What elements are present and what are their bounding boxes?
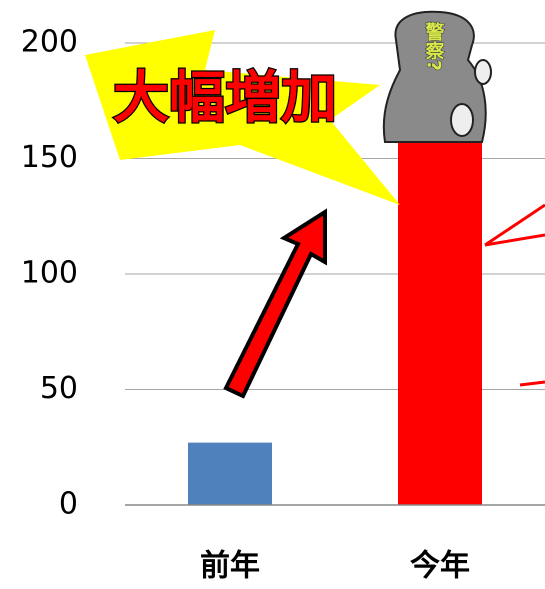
headline: 大幅増加 xyxy=(113,66,337,131)
y-tick-label: 150 xyxy=(21,140,78,175)
shout-lines xyxy=(484,203,545,387)
bars xyxy=(188,142,482,505)
arrow xyxy=(223,208,327,399)
burst xyxy=(85,30,400,205)
bar xyxy=(398,142,482,505)
y-tick-label: 200 xyxy=(21,25,78,60)
y-tick-label: 100 xyxy=(21,256,78,291)
y-tick-label: 50 xyxy=(40,371,78,406)
y-tick-label: 0 xyxy=(59,487,78,522)
bar xyxy=(188,442,272,505)
hand xyxy=(450,103,474,137)
phone xyxy=(474,59,492,85)
x-tick-label: 今年 xyxy=(410,549,470,584)
cop-label: 警察? xyxy=(423,21,445,71)
x-tick-label: 前年 xyxy=(200,549,260,584)
